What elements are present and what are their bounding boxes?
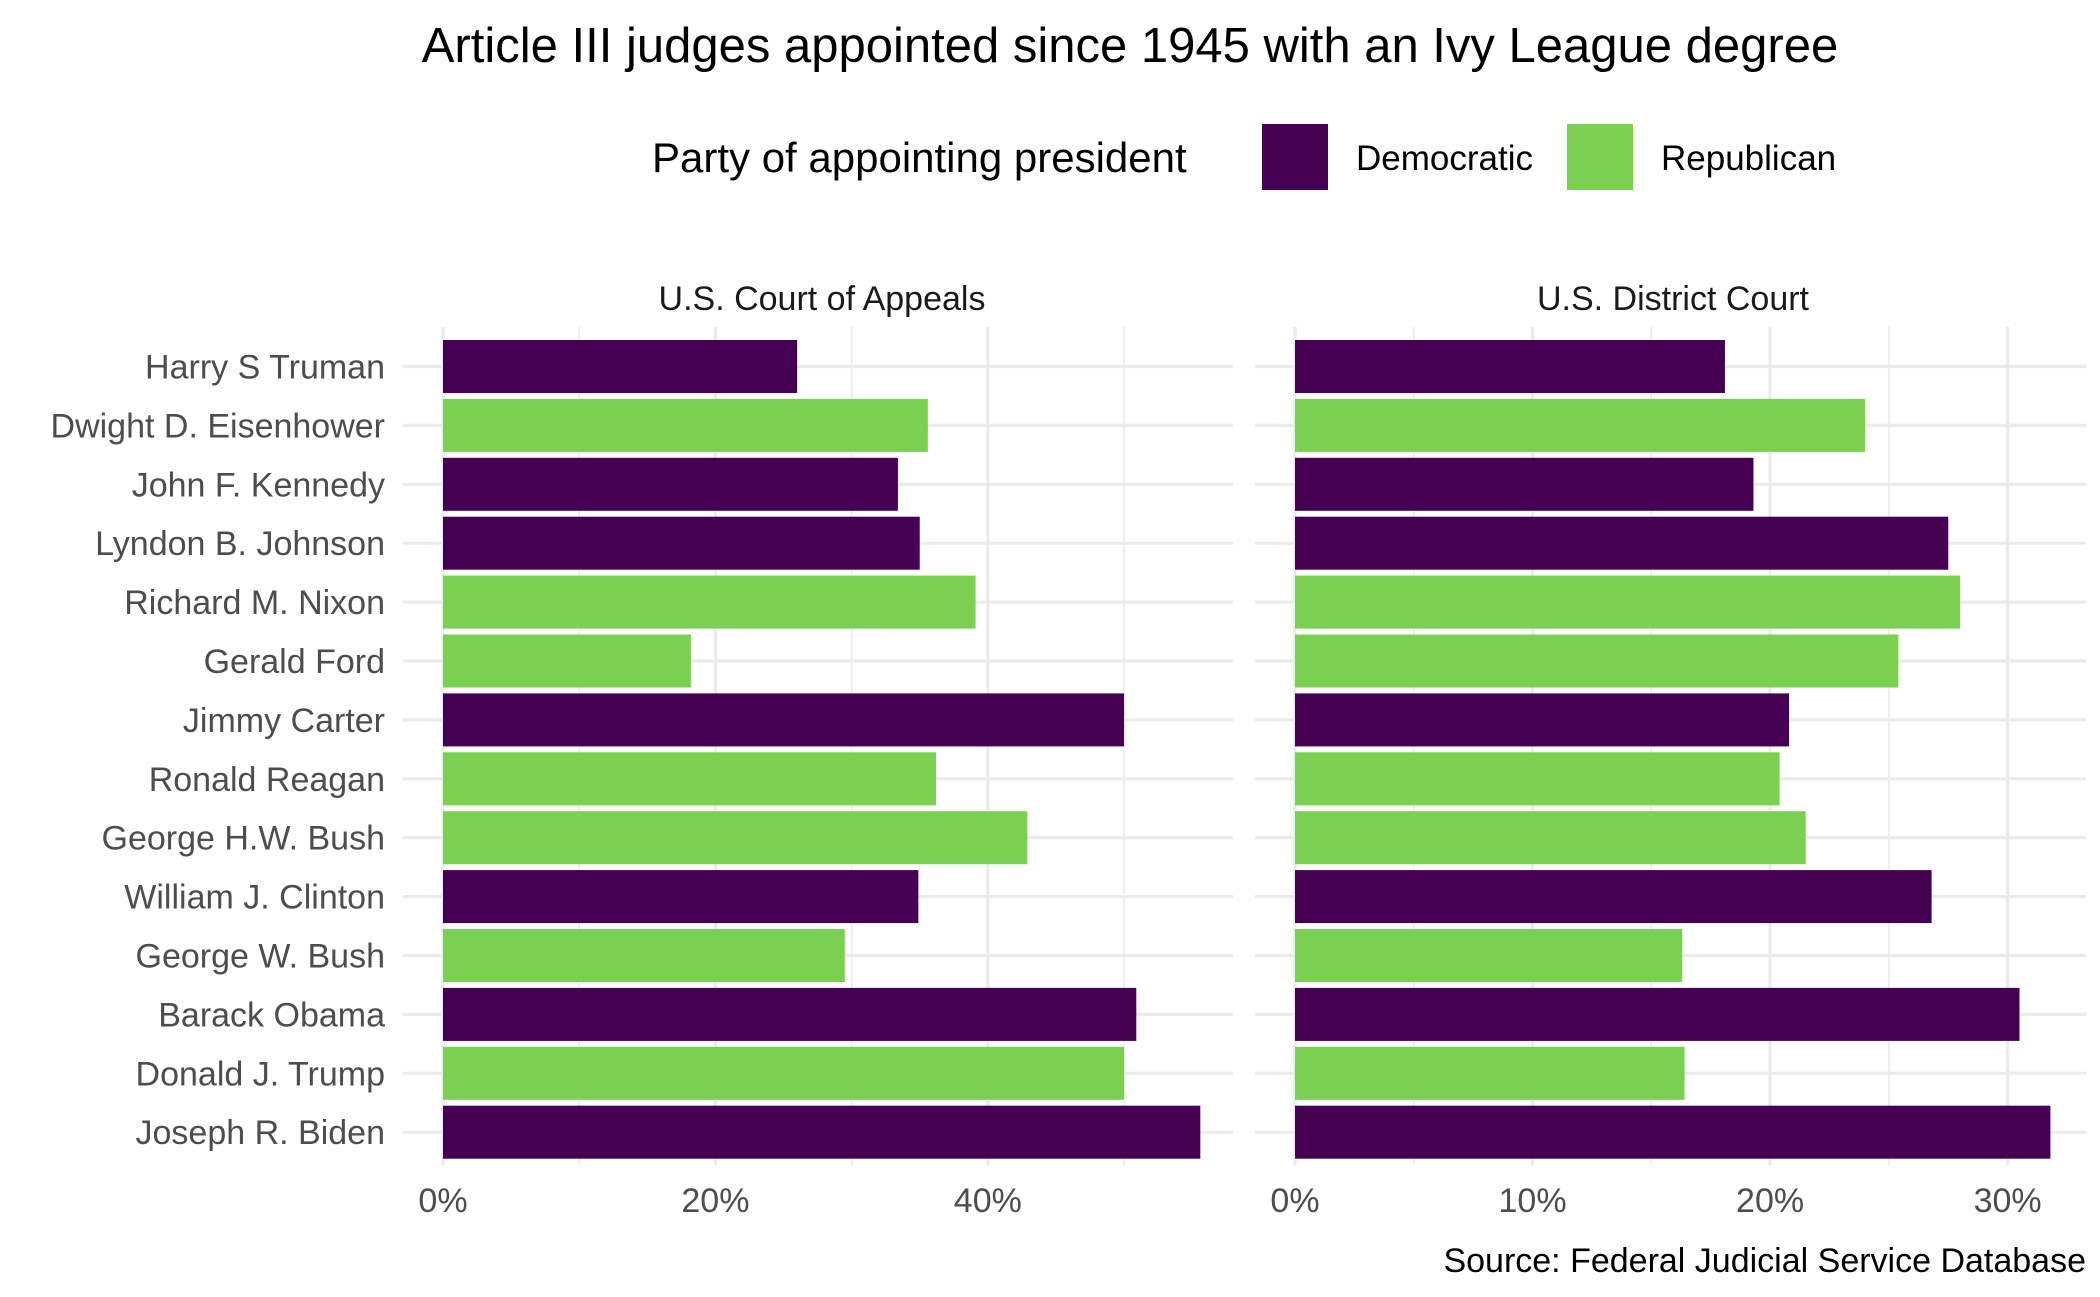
- legend-label-democratic: Democratic: [1356, 139, 1533, 178]
- panel-appeals: 0% 20% 40%: [403, 327, 1233, 1220]
- x-tick-label: 10%: [1499, 1182, 1567, 1220]
- y-label: Jimmy Carter: [183, 702, 385, 740]
- bar-democratic: [1295, 870, 1932, 924]
- y-label: George W. Bush: [136, 938, 385, 976]
- y-label: Donald J. Trump: [136, 1055, 385, 1093]
- x-tick-label: 20%: [681, 1182, 749, 1220]
- legend-title: Party of appointing president: [652, 134, 1187, 181]
- bar-republican: [1295, 575, 1961, 629]
- bar-democratic: [443, 870, 919, 924]
- bar-democratic: [443, 457, 898, 511]
- bar-democratic: [443, 693, 1125, 747]
- legend: Party of appointing president Democratic…: [652, 124, 1836, 190]
- y-label: William J. Clinton: [124, 879, 385, 917]
- bar-republican: [443, 398, 928, 452]
- bar-republican: [443, 752, 937, 806]
- bar-republican: [443, 634, 691, 688]
- y-label: Gerald Ford: [204, 643, 385, 681]
- y-label: Dwight D. Eisenhower: [51, 407, 385, 445]
- x-tick-label: 0%: [418, 1182, 467, 1220]
- y-label: John F. Kennedy: [132, 466, 385, 504]
- bar-democratic: [1295, 340, 1725, 393]
- chart-title: Article III judges appointed since 1945 …: [422, 19, 1839, 73]
- bar-republican: [1295, 752, 1780, 806]
- bar-democratic: [443, 516, 920, 570]
- bar-democratic: [1295, 987, 2020, 1041]
- bar-democratic: [443, 1105, 1201, 1159]
- bar-republican: [443, 1046, 1125, 1100]
- y-label: Richard M. Nixon: [124, 584, 385, 622]
- bar-democratic: [1295, 516, 1949, 570]
- bar-republican: [1295, 929, 1683, 982]
- bar-republican: [1295, 634, 1899, 688]
- y-label: Harry S Truman: [145, 349, 385, 387]
- x-tick-label: 40%: [954, 1182, 1022, 1220]
- x-tick-label: 0%: [1270, 1182, 1319, 1220]
- facet-title-district: U.S. District Court: [1537, 280, 1810, 318]
- y-label: Joseph R. Biden: [136, 1114, 386, 1152]
- bar-republican: [1295, 398, 1866, 452]
- x-tick-label: 30%: [1974, 1182, 2042, 1220]
- legend-label-republican: Republican: [1661, 139, 1836, 178]
- y-label: Barack Obama: [158, 996, 385, 1034]
- y-label: Ronald Reagan: [149, 761, 385, 799]
- bar-republican: [443, 575, 976, 629]
- facet-title-appeals: U.S. Court of Appeals: [659, 280, 986, 318]
- y-label: Lyndon B. Johnson: [95, 525, 385, 563]
- bar-democratic: [443, 340, 798, 393]
- bar-republican: [443, 929, 845, 982]
- bar-democratic: [1295, 693, 1790, 747]
- y-label: George H.W. Bush: [102, 820, 385, 858]
- bar-republican: [443, 811, 1028, 865]
- legend-swatch-republican: [1567, 124, 1633, 190]
- x-tick-label: 20%: [1736, 1182, 1804, 1220]
- legend-swatch-democratic: [1262, 124, 1328, 190]
- bar-democratic: [1295, 1105, 2051, 1159]
- y-axis-labels: Harry S Truman Dwight D. Eisenhower John F…: [51, 349, 386, 1153]
- bar-democratic: [1295, 457, 1754, 511]
- bar-republican: [1295, 811, 1806, 865]
- panel-district: 0% 10% 20% 30%: [1255, 327, 2086, 1220]
- bar-republican: [1295, 1046, 1685, 1100]
- bar-democratic: [443, 987, 1137, 1041]
- caption: Source: Federal Judicial Service Databas…: [1443, 1242, 2086, 1280]
